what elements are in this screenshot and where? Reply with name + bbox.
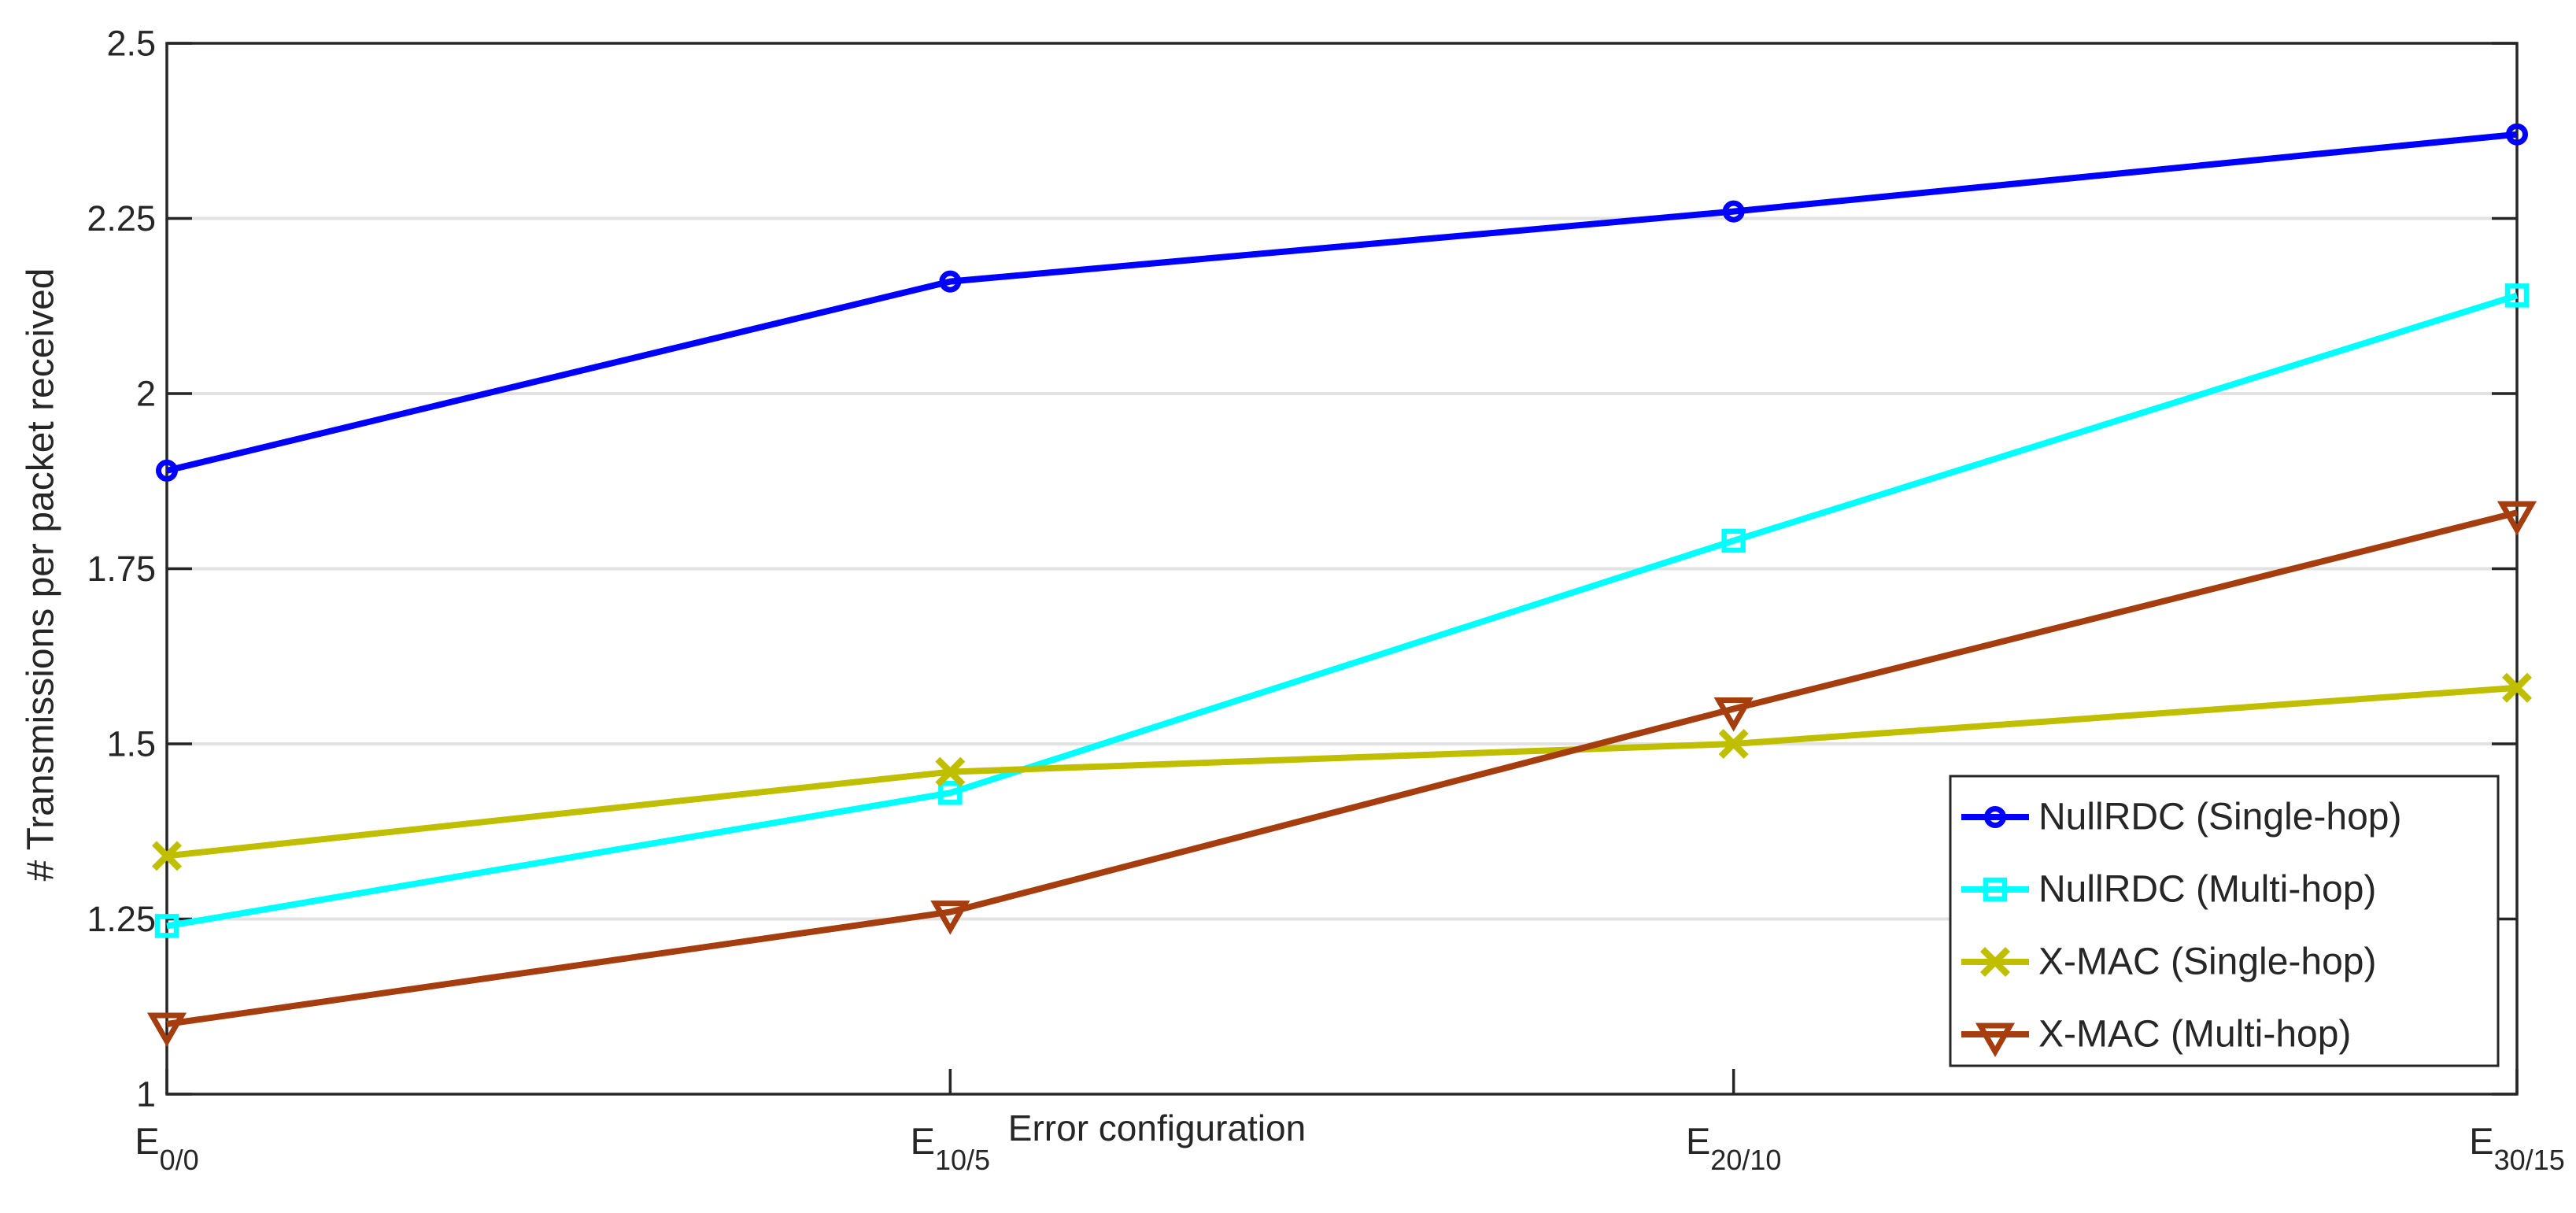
series-x-mac-multi-hop: [146, 501, 2537, 1048]
triangle-down-marker: [2497, 501, 2537, 536]
legend-label: NullRDC (Multi-hop): [2038, 869, 2376, 911]
legend-box: [1949, 775, 2500, 1067]
circle-marker: [1984, 806, 2006, 828]
y-tick-label: 2: [136, 374, 156, 414]
legend-label: NullRDC (Single-hop): [2038, 797, 2401, 838]
triangle-down-marker: [146, 1012, 187, 1048]
y-tick-label: 2.5: [106, 24, 156, 64]
series-nullrdc-single-hop: [156, 123, 2528, 482]
legend-item: X-MAC (Single-hop): [1961, 941, 2376, 983]
legend-label: X-MAC (Multi-hop): [2038, 1014, 2351, 1056]
circle-marker: [939, 270, 962, 293]
x-tick-label: E0/0: [135, 1120, 198, 1176]
square-marker: [154, 914, 179, 938]
square-marker: [2504, 283, 2530, 308]
triangle-down-marker: [1713, 697, 1754, 732]
x-marker: [2501, 672, 2533, 703]
legend: NullRDC (Single-hop) NullRDC (Multi-hop) X…: [1949, 775, 2500, 1067]
x-tick-label: E10/5: [911, 1120, 990, 1176]
x-tick-label: E20/10: [1686, 1120, 1781, 1176]
legend-label: X-MAC (Single-hop): [2038, 941, 2376, 983]
series-x-mac-single-hop: [151, 672, 2533, 871]
x-axis-title: Error configuration: [1007, 1108, 1306, 1148]
legend-item: X-MAC (Multi-hop): [1961, 1014, 2351, 1058]
triangle-down-marker: [1975, 1023, 2016, 1058]
y-tick-label: 1.5: [106, 724, 156, 764]
x-marker: [1979, 946, 2011, 978]
series-line: [166, 684, 2518, 860]
x-tick-label: E30/15: [2469, 1120, 2564, 1176]
y-tick-label: 2.25: [87, 198, 156, 239]
y-tick-label: 1: [136, 1074, 156, 1115]
y-tick-label: 1.75: [87, 549, 156, 589]
series-line: [166, 509, 2518, 1027]
x-marker: [1718, 728, 1749, 760]
legend-item: NullRDC (Multi-hop): [1961, 869, 2376, 911]
square-marker: [1721, 528, 1746, 553]
legend-item: NullRDC (Single-hop): [1961, 797, 2401, 838]
x-tick-labels: E0/0 E10/5 E20/10 E30/15: [135, 1120, 2564, 1176]
triangle-down-marker: [930, 901, 970, 935]
y-axis-title: # Transmissions per packet received: [20, 268, 62, 882]
series-line: [166, 131, 2518, 474]
x-marker: [151, 841, 183, 871]
square-marker: [938, 781, 963, 805]
y-tick-labels: 1 1.25 1.5 1.75 2 2.25 2.5: [87, 24, 156, 1115]
circle-marker: [156, 459, 178, 482]
circle-marker: [2506, 123, 2528, 146]
x-marker: [935, 756, 966, 787]
series-nullrdc-multi-hop: [154, 283, 2530, 938]
circle-marker: [1722, 200, 1745, 223]
series-line: [166, 292, 2519, 930]
y-tick-label: 1.25: [87, 899, 156, 939]
square-marker: [1983, 877, 2008, 902]
